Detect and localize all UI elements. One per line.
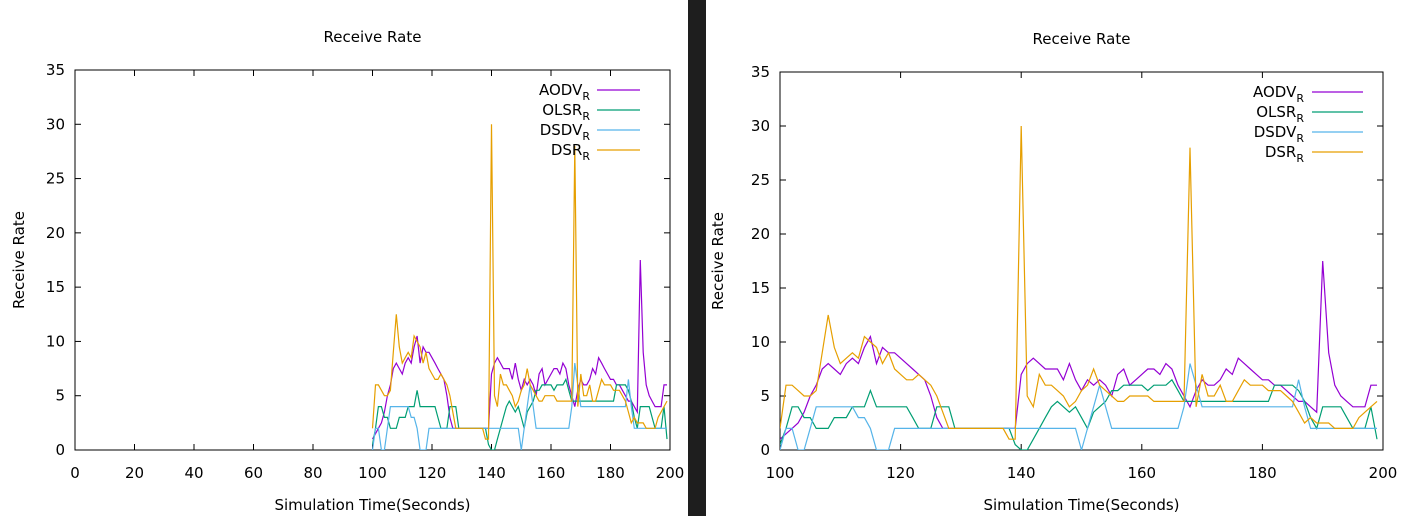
x-tick-label: 60 [244, 464, 263, 482]
y-tick-label: 0 [55, 441, 65, 459]
x-tick-label: 180 [596, 464, 625, 482]
legend-subscript: R [582, 90, 590, 103]
y-tick-label: 15 [751, 279, 770, 297]
x-tick-label: 120 [418, 464, 447, 482]
y-tick-label: 25 [751, 171, 770, 189]
x-tick-label: 20 [125, 464, 144, 482]
y-axis-label: Receive Rate [709, 212, 727, 310]
x-tick-label: 40 [184, 464, 203, 482]
x-axis-label: Simulation Time(Seconds) [983, 496, 1179, 514]
y-tick-label: 0 [760, 441, 770, 459]
legend-name: OLSR [1256, 103, 1296, 121]
series-line-dsdv [780, 363, 1377, 450]
series-line-dsr [780, 125, 1378, 440]
y-tick-label: 15 [46, 278, 65, 296]
legend-name: DSR [1265, 143, 1297, 161]
series-line-dsr [371, 124, 668, 440]
legend-subscript: R [1296, 92, 1304, 105]
y-tick-label: 10 [751, 333, 770, 351]
legend-label-dsr: DSRR [551, 141, 591, 163]
x-tick-label: 100 [358, 464, 387, 482]
series-group [371, 124, 668, 450]
y-tick-label: 20 [751, 225, 770, 243]
legend-label-dsr: DSRR [1265, 143, 1305, 165]
legend-label-dsdv: DSDVR [1254, 123, 1305, 145]
legend-label-dsdv: DSDVR [540, 121, 591, 143]
x-tick-label: 160 [1127, 464, 1156, 482]
legend-subscript: R [582, 110, 590, 123]
y-axis-label: Receive Rate [10, 211, 28, 309]
legend-subscript: R [582, 150, 590, 163]
x-axis-label: Simulation Time(Seconds) [274, 496, 470, 514]
legend-label-aodv: AODVR [1253, 83, 1304, 105]
legend-subscript: R [1296, 132, 1304, 145]
x-tick-label: 180 [1248, 464, 1277, 482]
legend-label-olsr: OLSRR [1256, 103, 1304, 125]
series-group [780, 125, 1378, 450]
y-tick-label: 35 [46, 61, 65, 79]
legend-label-aodv: AODVR [539, 81, 590, 103]
series-line-olsr [780, 378, 1378, 450]
series-line-dsdv [371, 363, 667, 450]
y-tick-label: 30 [751, 117, 770, 135]
y-tick-label: 10 [46, 332, 65, 350]
y-tick-label: 30 [46, 115, 65, 133]
legend-name: AODV [539, 81, 583, 99]
x-tick-label: 100 [766, 464, 795, 482]
x-tick-label: 200 [1369, 464, 1398, 482]
series-line-olsr [371, 377, 668, 450]
legend-name: OLSR [542, 101, 582, 119]
y-tick-label: 35 [751, 63, 770, 81]
left-chart: Receive Rate 0 5 10 15 20 25 30 35 0 20 40 60 80 100 12… [10, 28, 685, 514]
y-tick-label: 25 [46, 170, 65, 188]
x-tick-label: 140 [1007, 464, 1036, 482]
x-tick-label: 160 [537, 464, 566, 482]
left-chart-panel: Receive Rate 0 5 10 15 20 25 30 35 0 20 40 60 80 100 12… [0, 0, 688, 516]
right-chart-panel: Receive Rate 0 5 10 15 20 25 30 35 100 120 140 160 18… [706, 0, 1416, 516]
x-tick-label: 80 [303, 464, 322, 482]
x-tick-label: 120 [886, 464, 915, 482]
legend-subscript: R [1296, 152, 1304, 165]
chart-title: Receive Rate [324, 28, 422, 46]
y-tick-label: 5 [55, 387, 65, 405]
y-tick-label: 5 [760, 387, 770, 405]
legend-label-olsr: OLSRR [542, 101, 590, 123]
legend-name: DSR [551, 141, 583, 159]
legend-name: DSDV [540, 121, 583, 139]
legend-subscript: R [582, 130, 590, 143]
legend-name: DSDV [1254, 123, 1297, 141]
x-tick-label: 0 [70, 464, 80, 482]
x-tick-label: 140 [477, 464, 506, 482]
legend-name: AODV [1253, 83, 1297, 101]
y-tick-label: 20 [46, 224, 65, 242]
chart-title: Receive Rate [1033, 30, 1131, 48]
x-tick-label: 200 [656, 464, 685, 482]
right-chart: Receive Rate 0 5 10 15 20 25 30 35 100 120 140 160 18… [709, 30, 1398, 514]
legend-subscript: R [1296, 112, 1304, 125]
